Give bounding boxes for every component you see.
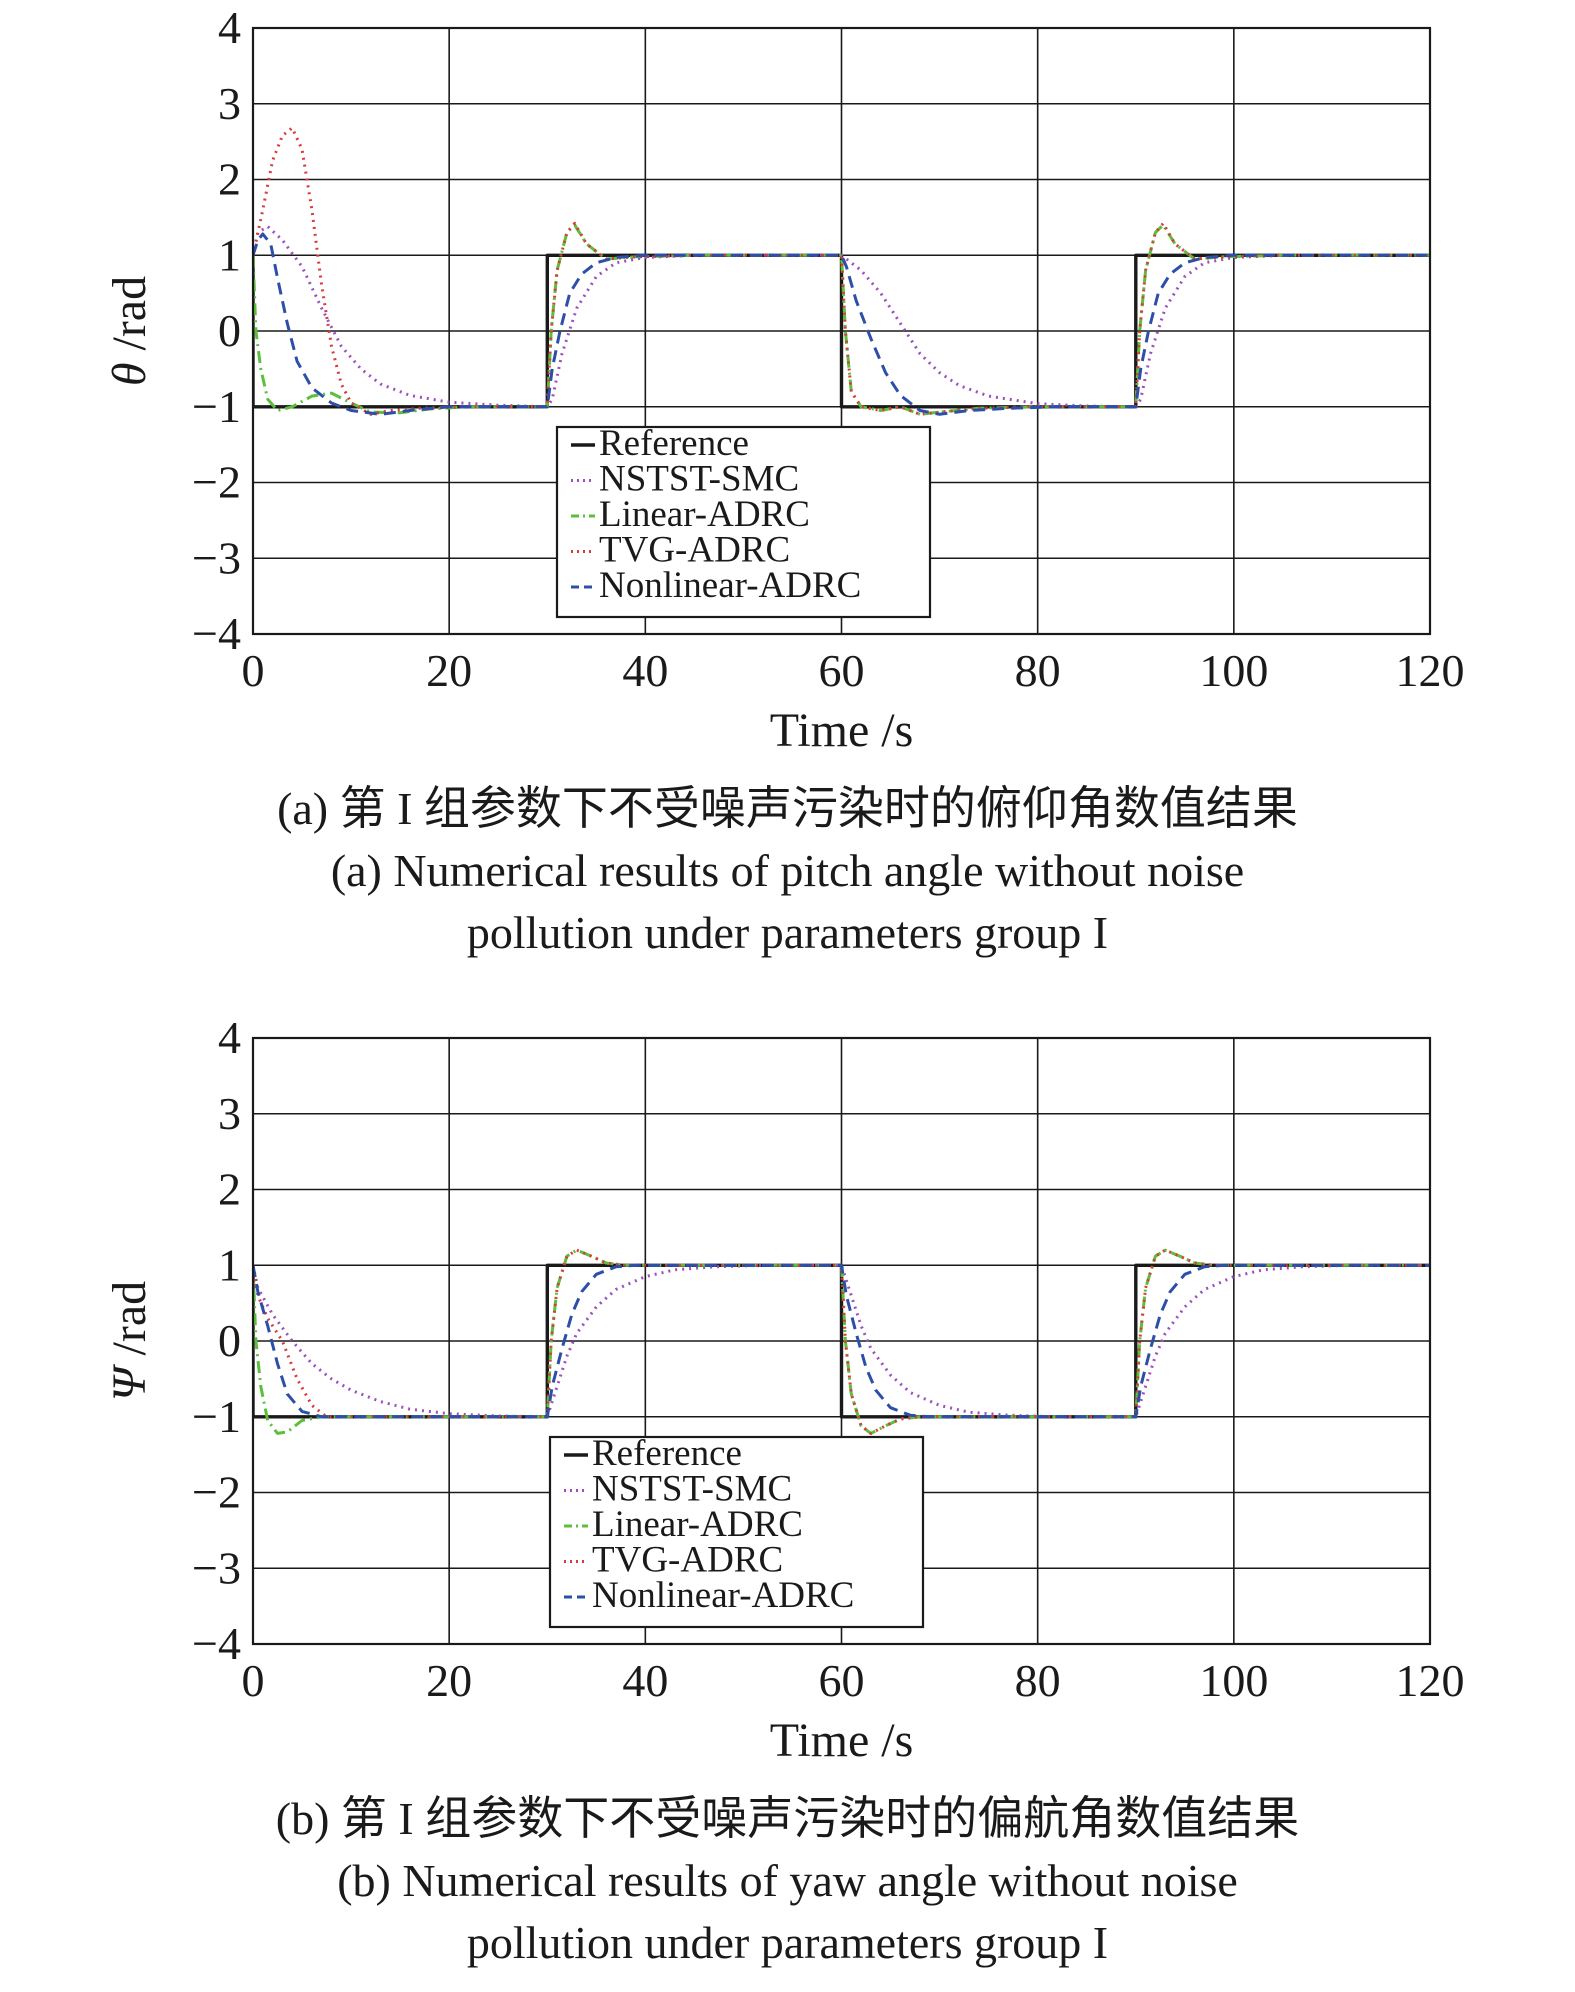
plot-frame — [251, 1036, 1432, 1646]
y-tick-label: 1 — [218, 229, 241, 280]
x-tick-label: 80 — [1015, 645, 1061, 696]
caption-zh: (a) 第 I 组参数下不受噪声污染时的俯仰角数值结果 — [277, 783, 1298, 834]
x-tick-label: 20 — [426, 645, 472, 696]
y-tick-label: 3 — [218, 1088, 241, 1139]
yaw-angle-figure: 0 20 40 60 80 100 120 −4 −3 −2 −1 0 1 2 3 4 Time /s Ψ /ra… — [0, 1010, 1575, 1992]
pitch-angle-chart: 0 20 40 60 80 100 120 −4 −3 −2 −1 0 1 2 3 4 Time /s θ /ra… — [103, 2, 1465, 757]
plot-frame — [251, 26, 1432, 636]
legend-label: TVG-ADRC — [592, 1540, 783, 1581]
x-tick-label: 120 — [1396, 1655, 1465, 1706]
x-tick-label: 20 — [426, 1655, 472, 1706]
x-axis-label: Time /s — [770, 1714, 914, 1767]
pitch-angle-caption: (a) 第 I 组参数下不受噪声污染时的俯仰角数值结果 (a) Numerica… — [0, 778, 1575, 964]
y-tick-label: 3 — [218, 78, 241, 129]
x-tick-label: 80 — [1015, 1655, 1061, 1706]
legend-label: Reference — [592, 1433, 742, 1474]
y-tick-label: −1 — [192, 1391, 241, 1442]
pitch-angle-figure: 0 20 40 60 80 100 120 −4 −3 −2 −1 0 1 2 3 4 Time /s θ /ra… — [0, 2, 1575, 964]
series-group — [253, 1248, 1430, 1435]
caption-en-line1: (b) Numerical results of yaw angle witho… — [337, 1855, 1238, 1906]
y-tick-label: 0 — [218, 305, 241, 356]
y-tick-label: 1 — [218, 1239, 241, 1290]
x-tick-label: 40 — [622, 1655, 668, 1706]
legend-label: Nonlinear-ADRC — [599, 565, 861, 606]
yaw-angle-caption: (b) 第 I 组参数下不受噪声污染时的偏航角数值结果 (b) Numerica… — [0, 1788, 1575, 1974]
yaw-angle-chart: 0 20 40 60 80 100 120 −4 −3 −2 −1 0 1 2 3 4 Time /s Ψ /ra… — [103, 1012, 1465, 1767]
y-axis-symbol: θ — [103, 351, 156, 387]
legend-label: Linear-ADRC — [592, 1504, 803, 1545]
y-tick-label: −4 — [192, 608, 241, 659]
y-tick-label: −4 — [192, 1618, 241, 1669]
y-tick-label: −3 — [192, 532, 241, 583]
caption-en-line2: pollution under parameters group I — [466, 907, 1109, 958]
y-tick-label: −2 — [192, 1467, 241, 1518]
legend-label: TVG-ADRC — [599, 530, 790, 571]
caption-en-line1: (a) Numerical results of pitch angle wit… — [330, 845, 1245, 896]
legend: ReferenceNSTST-SMCLinear-ADRCTVG-ADRCNon… — [548, 1433, 925, 1629]
series-group — [253, 126, 1430, 416]
y-tick-label: −1 — [192, 381, 241, 432]
x-tick-label: 60 — [819, 645, 865, 696]
legend: ReferenceNSTST-SMCLinear-ADRCTVG-ADRCNon… — [555, 423, 932, 619]
y-tick-label: −2 — [192, 457, 241, 508]
x-tick-label: 100 — [1199, 645, 1268, 696]
caption-zh: (b) 第 I 组参数下不受噪声污染时的偏航角数值结果 — [275, 1793, 1300, 1844]
x-tick-label: 40 — [622, 645, 668, 696]
x-tick-label: 100 — [1199, 1655, 1268, 1706]
y-tick-label: 4 — [218, 2, 241, 53]
y-axis-label: θ /rad — [103, 276, 156, 386]
y-tick-label: 0 — [218, 1315, 241, 1366]
x-tick-label: 0 — [242, 645, 265, 696]
y-tick-label: −3 — [192, 1542, 241, 1593]
x-tick-label: 0 — [242, 1655, 265, 1706]
x-tick-label: 60 — [819, 1655, 865, 1706]
legend-label: NSTST-SMC — [599, 459, 799, 500]
legend-label: Nonlinear-ADRC — [592, 1575, 854, 1616]
caption-en-line2: pollution under parameters group I — [466, 1917, 1109, 1968]
legend-box — [555, 425, 932, 619]
y-tick-label: 4 — [218, 1012, 241, 1063]
legend-label: Reference — [599, 423, 749, 464]
y-tick-label: 2 — [218, 154, 241, 205]
y-axis-label: Ψ /rad — [103, 1281, 156, 1401]
y-axis-unit: /rad — [103, 276, 156, 351]
series-line-nonlinear-adrc — [253, 1263, 1430, 1419]
y-tick-label: 2 — [218, 1164, 241, 1215]
legend-box — [548, 1435, 925, 1629]
x-axis-label: Time /s — [770, 704, 914, 757]
legend-label: NSTST-SMC — [592, 1469, 792, 1510]
x-tick-label: 120 — [1396, 645, 1465, 696]
y-axis-unit: /rad — [103, 1281, 156, 1356]
series-line-nonlinear-adrc — [253, 232, 1430, 416]
legend-label: Linear-ADRC — [599, 494, 810, 535]
y-axis-symbol: Ψ — [103, 1355, 156, 1401]
